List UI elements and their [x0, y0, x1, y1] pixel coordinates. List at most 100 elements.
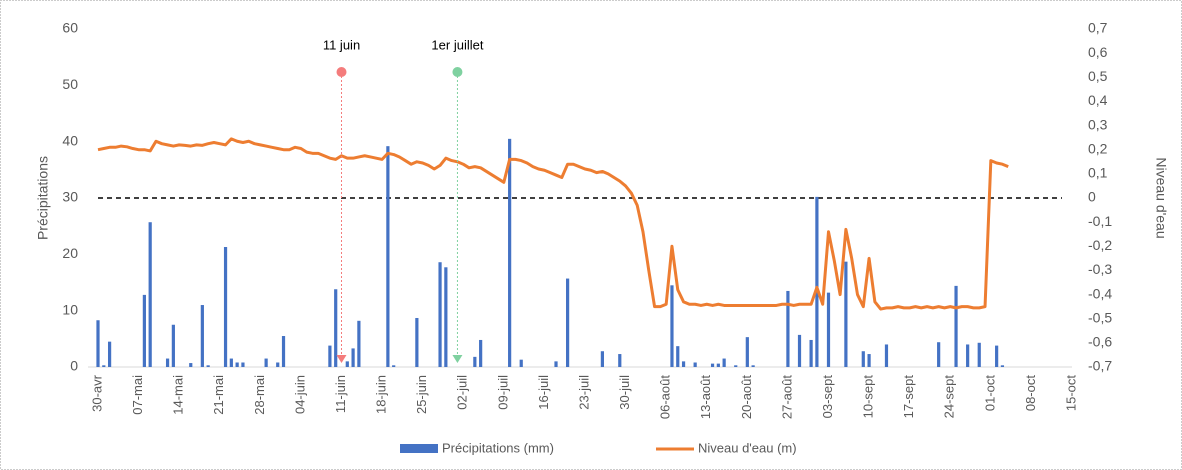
bar — [415, 317, 419, 367]
y2-tick-label: 0,7 — [1088, 20, 1108, 36]
bar — [722, 358, 726, 367]
bar — [676, 346, 680, 367]
x-tick-label: 21-mai — [211, 375, 226, 415]
bar — [189, 363, 193, 367]
bar — [200, 305, 204, 367]
bar — [861, 351, 865, 367]
bar — [392, 365, 396, 367]
y2-tick-label: -0,2 — [1088, 237, 1112, 253]
annotation-label: 1er juillet — [431, 37, 483, 52]
y2-tick-label: -0,3 — [1088, 261, 1112, 277]
x-tick-label: 07-mai — [130, 375, 145, 415]
annotation-arrow — [452, 355, 463, 363]
y-tick-label: 10 — [62, 301, 78, 317]
bar — [745, 337, 749, 367]
bar — [815, 196, 819, 367]
bar — [107, 341, 112, 367]
y2-tick-label: -0,1 — [1088, 213, 1112, 229]
bar — [345, 361, 349, 367]
bar — [351, 348, 355, 367]
x-tick-label: 30-juil — [617, 375, 632, 410]
x-tick-label: 25-juin — [414, 375, 429, 414]
bar — [693, 362, 697, 367]
bar — [734, 365, 738, 367]
bar — [600, 351, 604, 367]
bar — [276, 362, 280, 367]
bar — [954, 285, 958, 367]
legend-label: Niveau d'eau (m) — [698, 440, 797, 455]
annotation-dot — [452, 67, 463, 77]
bar — [508, 138, 512, 367]
bar — [716, 363, 720, 367]
bar — [786, 290, 790, 367]
x-tick-label: 13-août — [698, 375, 713, 419]
y2-tick-label: 0,3 — [1088, 116, 1108, 132]
bar — [867, 354, 871, 367]
bar — [937, 342, 941, 367]
y-tick-label: 50 — [62, 76, 78, 92]
legend-label: Précipitations (mm) — [442, 440, 554, 455]
bar — [479, 339, 483, 367]
bar — [241, 362, 245, 367]
line — [97, 137, 1009, 311]
bar — [1000, 365, 1005, 367]
y-tick-label: 40 — [62, 132, 78, 148]
bar — [223, 247, 228, 367]
y2-tick-label: -0,7 — [1088, 358, 1112, 374]
bar — [844, 261, 848, 367]
bar — [206, 365, 210, 367]
bar — [328, 345, 332, 367]
y2-tick-label: 0,4 — [1088, 92, 1108, 108]
x-tick-label: 17-sept — [901, 375, 916, 419]
bar — [148, 222, 152, 367]
y2-tick-label: 0,5 — [1088, 68, 1108, 84]
y-tick-label: 60 — [62, 20, 78, 36]
bar — [229, 358, 233, 367]
bar — [566, 278, 570, 367]
legend-swatch — [400, 444, 438, 453]
bar — [554, 361, 558, 367]
y-tick-label: 0 — [70, 358, 78, 374]
bar — [681, 361, 686, 367]
bar — [281, 336, 286, 367]
bar — [386, 146, 390, 367]
bar — [171, 324, 175, 367]
bar — [165, 358, 170, 367]
x-tick-label: 03-sept — [820, 375, 835, 419]
y2-tick-label: 0 — [1088, 189, 1096, 205]
annotation-dot — [336, 67, 347, 77]
bar — [357, 320, 361, 367]
x-tick-label: 18-juin — [374, 375, 389, 414]
x-tick-label: 15-oct — [1063, 375, 1078, 412]
x-tick-label: 11-juin — [333, 375, 348, 413]
annotation-arrow — [336, 355, 347, 363]
bar — [618, 354, 622, 367]
x-tick-label: 02-juil — [455, 375, 470, 410]
x-tick-label: 09-juil — [495, 375, 510, 410]
y-tick-label: 20 — [62, 245, 78, 261]
bar — [142, 294, 146, 367]
bar — [710, 363, 715, 367]
x-tick-label: 14-mai — [171, 375, 186, 415]
bar — [751, 365, 755, 367]
x-tick-label: 16-juil — [536, 375, 551, 410]
y2-tick-label: -0,5 — [1088, 309, 1112, 325]
y-tick-label: 30 — [62, 189, 78, 205]
y2-tick-label: 0,6 — [1088, 44, 1108, 60]
x-tick-label: 10-sept — [861, 375, 876, 419]
bar — [473, 356, 477, 367]
annotation-label: 11 juin — [323, 37, 360, 52]
y-axis-label: Précipitations — [35, 156, 51, 240]
x-tick-label: 08-oct — [1023, 375, 1038, 412]
bar — [102, 365, 106, 367]
x-tick-label: 30-avr — [89, 374, 104, 412]
bar — [977, 342, 981, 367]
x-tick-label: 23-juil — [576, 375, 591, 410]
bar — [264, 358, 268, 367]
y2-axis-label: Niveau d'eau — [1153, 157, 1169, 238]
bar — [444, 267, 448, 367]
bar — [519, 359, 523, 367]
bar — [797, 334, 802, 367]
